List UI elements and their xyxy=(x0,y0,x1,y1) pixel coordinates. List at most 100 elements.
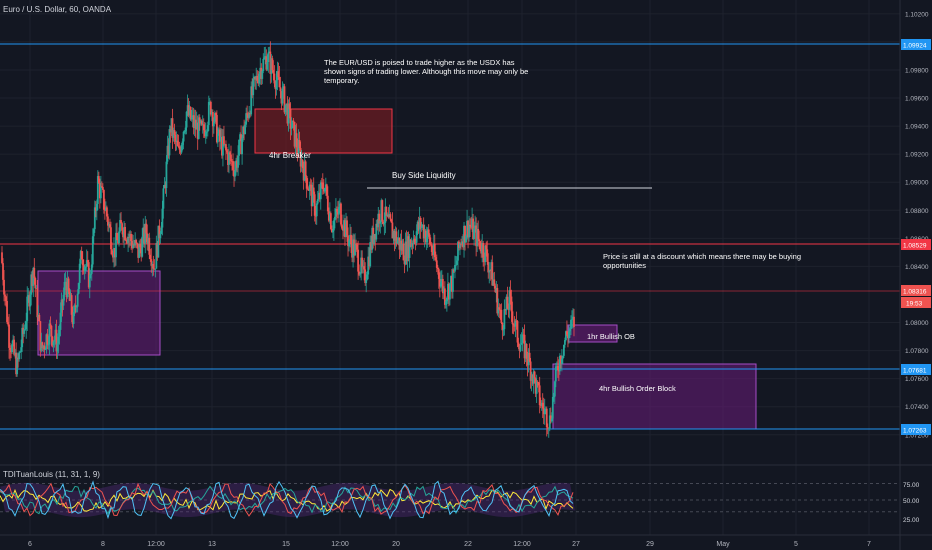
candle-body xyxy=(555,366,558,367)
candle-body xyxy=(446,283,449,298)
top-note-container: The EUR/USD is poised to trade higher as… xyxy=(324,58,528,85)
time-tick-label: 20 xyxy=(392,541,400,548)
candle-body xyxy=(565,331,567,341)
time-tick-label: 22 xyxy=(464,541,472,548)
price-tick-label: 1.07200 xyxy=(905,432,929,439)
candle-body xyxy=(340,203,342,225)
candle-body xyxy=(447,283,450,300)
zone-4hr-breaker[interactable] xyxy=(254,108,393,154)
candle-body xyxy=(229,152,231,155)
candle-body xyxy=(510,296,513,312)
candle-body xyxy=(495,287,498,293)
annotation-liquidity: Buy Side Liquidity xyxy=(392,171,456,180)
candle-body xyxy=(328,213,331,221)
candle-body xyxy=(499,309,502,311)
candle-body xyxy=(300,159,303,167)
candle-body xyxy=(162,188,165,209)
candle-body xyxy=(437,269,440,279)
candle-body xyxy=(31,274,34,286)
indicator-cyan-line xyxy=(0,480,574,520)
candle-body xyxy=(155,243,158,269)
candle-body xyxy=(201,124,204,126)
candle-body xyxy=(170,118,173,133)
candle-body xyxy=(29,294,32,307)
candle-body xyxy=(17,357,20,360)
candle-body xyxy=(453,269,455,272)
zone-4hr-ob[interactable] xyxy=(552,363,757,430)
candle-body xyxy=(136,243,139,245)
candle-body xyxy=(188,106,191,116)
candle-body xyxy=(347,235,349,247)
tag-bottom-blue-text: 1.07263 xyxy=(903,428,927,435)
candle-body xyxy=(533,371,536,379)
price-tick-label: 1.10200 xyxy=(905,11,929,18)
candle-body xyxy=(98,182,101,199)
candle-body xyxy=(348,240,350,247)
candle-body xyxy=(352,239,354,258)
candle-body xyxy=(262,58,265,72)
candle-body xyxy=(138,244,141,258)
candle-body xyxy=(6,301,8,323)
candle-body xyxy=(159,233,162,239)
candle-body xyxy=(322,189,325,192)
candle-body xyxy=(369,242,372,267)
candle-body xyxy=(194,119,197,130)
candle-body xyxy=(105,207,107,211)
candle-body xyxy=(47,344,50,346)
candle-body xyxy=(334,216,336,221)
indicator-label: TDITuanLouis (11, 31, 1, 9) xyxy=(3,470,100,479)
candle-body xyxy=(244,124,247,135)
candle-body xyxy=(484,245,487,263)
candle-body xyxy=(278,77,281,88)
candle-body xyxy=(160,227,163,234)
candle-body xyxy=(154,268,157,270)
candle-body xyxy=(89,273,92,275)
candle-body xyxy=(192,115,195,128)
candle-body xyxy=(349,234,351,241)
annotation-breaker: 4hr Breaker xyxy=(269,151,311,160)
candle-body xyxy=(298,140,301,149)
candle-body xyxy=(554,366,557,382)
candle-body xyxy=(38,314,41,322)
candle-body xyxy=(329,213,332,229)
candle-body xyxy=(113,248,115,258)
candle-body xyxy=(54,329,57,340)
candle-body xyxy=(508,290,511,310)
candle-body xyxy=(524,343,527,359)
candle-body xyxy=(559,355,562,364)
candle-body xyxy=(219,129,221,142)
tag-low-blue-text: 1.07681 xyxy=(903,368,927,375)
candle-body xyxy=(383,222,386,225)
candle-body xyxy=(87,262,90,288)
candle-body xyxy=(34,278,37,289)
candle-body xyxy=(363,266,366,270)
candle-body xyxy=(272,70,275,74)
candle-body xyxy=(480,249,483,254)
candle-body xyxy=(353,239,355,256)
candle-body xyxy=(153,268,156,270)
candle-body xyxy=(20,347,23,352)
candle-body xyxy=(460,243,462,245)
candle-body xyxy=(311,187,314,207)
price-axis-panel[interactable] xyxy=(900,0,932,550)
candle-body xyxy=(307,188,310,191)
candle-body xyxy=(516,321,519,343)
candle-body xyxy=(496,287,499,314)
candle-body xyxy=(364,269,367,284)
candle-body xyxy=(355,243,357,245)
time-axis-ticks[interactable]: 6 8 12:00 13 15 12:00 20 22 12:00 27 29 May 5 7 xyxy=(28,541,871,548)
candle-body xyxy=(78,263,81,283)
candle-body xyxy=(561,355,564,359)
tag-top-blue-text: 1.09924 xyxy=(903,43,927,50)
candle-body xyxy=(315,203,318,217)
candle-body xyxy=(271,58,274,71)
candle-body xyxy=(118,231,120,244)
candle-body xyxy=(410,243,413,247)
candle-body xyxy=(338,206,340,215)
candle-body xyxy=(228,152,230,165)
candle-body xyxy=(531,374,534,384)
candle-body xyxy=(498,307,501,310)
candle-body xyxy=(491,262,494,286)
candle-body xyxy=(264,56,267,58)
